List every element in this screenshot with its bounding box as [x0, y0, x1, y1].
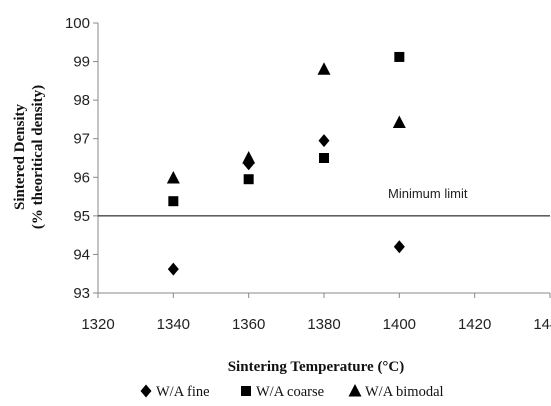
point-w-a-fine — [167, 262, 179, 276]
legend-label-w-a-fine: W/A fine — [156, 384, 210, 400]
y-tick-label: 99 — [73, 54, 90, 71]
legend-marker-w-a-coarse — [241, 386, 251, 396]
point-w-a-bimodal — [166, 171, 180, 184]
plot-axes: 93 94 95 96 97 98 99 100 1320 1340 1360 1380 1400 142… — [65, 15, 551, 333]
legend: W/A fine W/A coarse W/A bimodal — [140, 384, 444, 400]
legend-marker-w-a-fine — [140, 384, 152, 398]
x-axis-title: Sintering Temperature (°C) — [228, 359, 405, 375]
y-tick-label: 95 — [73, 208, 90, 225]
legend-label-w-a-bimodal: W/A bimodal — [365, 384, 444, 400]
legend-marker-w-a-bimodal — [348, 384, 362, 397]
reference-line-group: Minimum limit — [98, 186, 550, 217]
x-tick-label: 1420 — [458, 316, 491, 333]
point-w-a-bimodal — [317, 62, 331, 75]
point-w-a-fine — [318, 134, 330, 148]
x-tick-label: 1360 — [232, 316, 265, 333]
y-tick-label: 100 — [65, 15, 90, 32]
point-w-a-coarse — [319, 153, 329, 163]
point-w-a-bimodal — [392, 115, 406, 129]
point-w-a-coarse — [394, 51, 405, 62]
point-w-a-coarse — [168, 196, 179, 207]
y-axis-title-line1: Sintered Density — [12, 104, 28, 210]
y-tick-label: 97 — [73, 131, 90, 148]
x-tick-label: 1380 — [307, 316, 340, 333]
point-w-a-fine — [393, 240, 405, 254]
y-tick-label: 93 — [73, 285, 90, 302]
point-w-a-bimodal — [242, 151, 256, 164]
data-marks — [166, 51, 406, 276]
x-tick-label: 1340 — [157, 316, 190, 333]
y-tick-label: 94 — [73, 246, 90, 263]
y-axis-title-line2: (% theoritical density) — [30, 85, 46, 229]
legend-label-w-a-coarse: W/A coarse — [256, 384, 324, 400]
y-tick-label: 98 — [73, 92, 90, 109]
minimum-limit-label: Minimum limit — [388, 186, 468, 201]
x-tick-label: 1400 — [383, 316, 416, 333]
y-tick-label: 96 — [73, 169, 90, 186]
x-tick-label: 1440 — [533, 316, 551, 333]
x-tick-label: 1320 — [81, 316, 114, 333]
point-w-a-coarse — [243, 174, 254, 185]
